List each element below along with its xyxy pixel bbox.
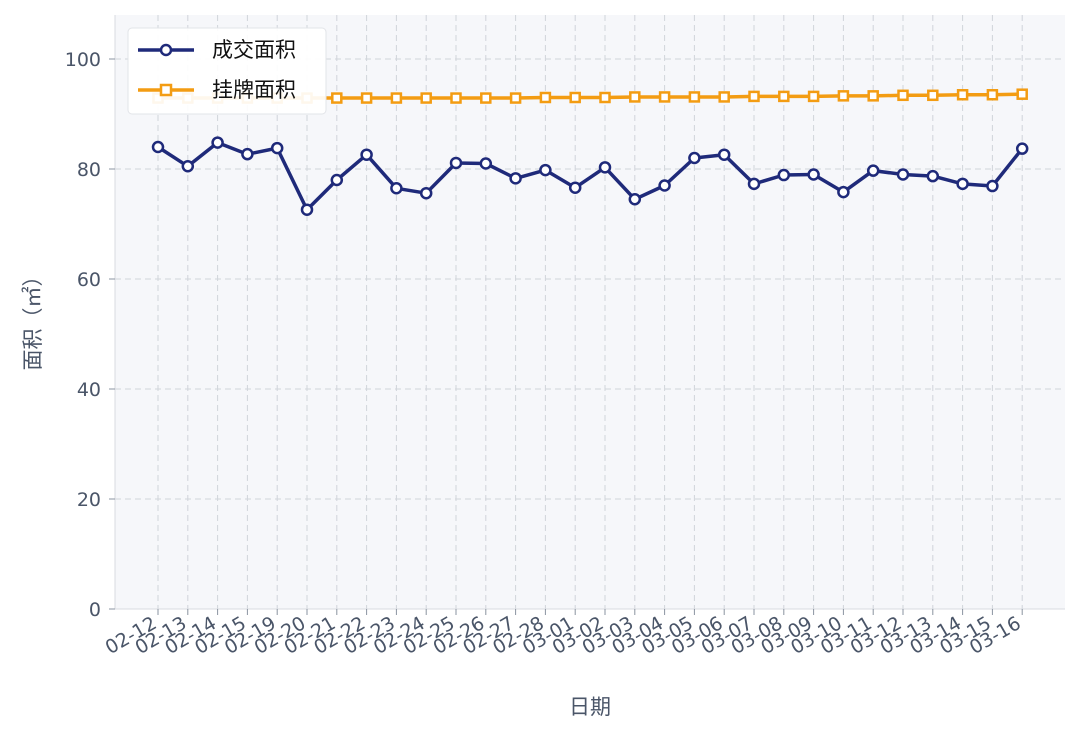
axes <box>114 15 1065 610</box>
data-point <box>897 89 909 102</box>
y-tick-label: 80 <box>77 159 101 181</box>
data-point <box>837 90 850 102</box>
data-point <box>629 91 641 103</box>
data-point <box>926 169 940 183</box>
data-point <box>867 90 879 102</box>
data-point <box>270 141 284 155</box>
data-point <box>509 92 522 104</box>
data-point <box>747 177 761 191</box>
data-point <box>449 156 463 170</box>
data-point <box>480 92 492 104</box>
data-point <box>807 168 820 181</box>
data-point <box>1016 88 1028 100</box>
data-point <box>568 181 582 194</box>
data-point <box>717 148 731 161</box>
data-point <box>956 89 969 101</box>
y-tick-label: 60 <box>77 269 101 291</box>
data-point <box>539 163 552 177</box>
data-point <box>777 168 791 182</box>
data-point <box>927 89 939 102</box>
data-point <box>539 91 552 104</box>
x-axis-label: 日期 <box>569 695 611 719</box>
data-point <box>181 160 195 173</box>
data-point <box>360 148 373 161</box>
y-axis-label: 面积（㎡） <box>21 266 45 371</box>
data-point <box>986 179 999 193</box>
data-point <box>837 185 850 199</box>
data-point <box>509 172 522 185</box>
data-point <box>479 157 493 170</box>
data-point <box>331 92 343 104</box>
data-point <box>450 92 462 104</box>
data-point <box>896 168 910 181</box>
legend-label-listing: 挂牌面积 <box>212 78 296 102</box>
data-point <box>420 92 432 104</box>
y-tick-label: 100 <box>65 49 101 71</box>
grid <box>115 15 1065 610</box>
data-point <box>569 91 581 104</box>
data-point <box>658 91 671 103</box>
data-point <box>300 203 314 216</box>
legend-marker-transaction <box>159 43 173 57</box>
y-tick-label: 40 <box>77 379 101 401</box>
legend: 成交面积 挂牌面积 <box>127 27 327 115</box>
data-point <box>718 91 730 103</box>
data-point <box>599 91 611 104</box>
data-point <box>241 147 254 161</box>
y-tick-label: 20 <box>77 489 101 511</box>
data-point <box>151 140 165 154</box>
data-point <box>598 161 612 174</box>
data-point <box>866 164 880 177</box>
y-ticks: 0 20 40 60 80 100 <box>65 49 115 621</box>
data-point <box>807 90 820 103</box>
data-point <box>688 91 701 103</box>
data-point <box>360 92 373 104</box>
data-point <box>330 173 344 187</box>
legend-marker-listing <box>159 83 173 97</box>
data-point <box>658 179 671 192</box>
data-point <box>778 90 790 103</box>
x-ticks: 02-1202-1302-1402-1502-1902-2002-2102-22… <box>102 609 1025 659</box>
data-point <box>986 89 999 101</box>
data-point <box>419 186 433 200</box>
data-point <box>748 90 760 103</box>
data-point <box>1015 142 1029 155</box>
data-point <box>390 92 403 104</box>
y-tick-label: 0 <box>89 599 101 621</box>
data-point <box>688 151 701 165</box>
series-transaction-area <box>151 136 1029 216</box>
data-point <box>628 193 642 206</box>
data-point <box>211 136 224 149</box>
data-point <box>956 177 969 191</box>
legend-label-transaction: 成交面积 <box>212 38 296 62</box>
data-point <box>390 182 403 195</box>
